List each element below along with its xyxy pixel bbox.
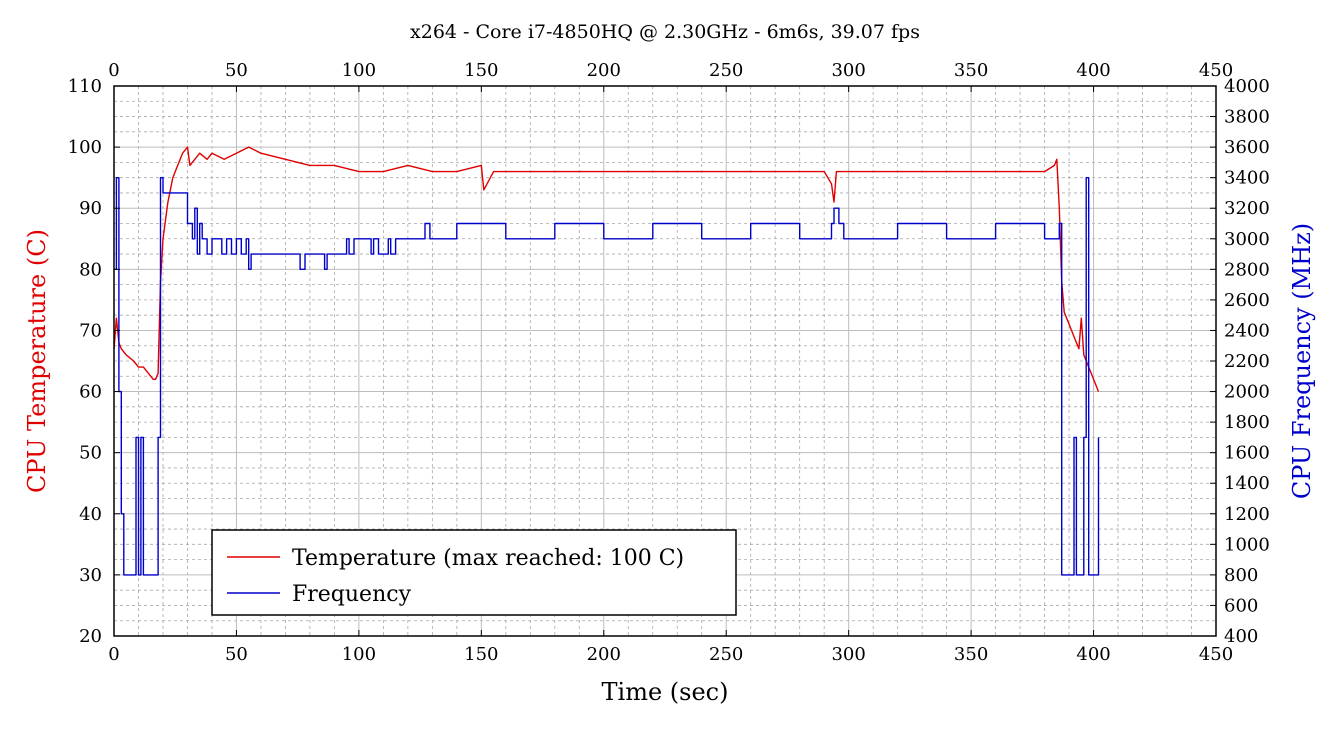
right-y-tick-label: 400 (1224, 626, 1258, 647)
left-y-tick-label: 20 (79, 626, 102, 647)
legend-label-temperature: Temperature (max reached: 100 C) (292, 546, 684, 571)
right-y-tick-label: 1400 (1224, 473, 1270, 494)
x-tick-label-bottom: 400 (1076, 644, 1110, 665)
right-y-tick-label: 1800 (1224, 412, 1270, 433)
right-y-tick-label: 600 (1224, 595, 1258, 616)
x-tick-label-top: 400 (1076, 60, 1110, 81)
right-y-tick-label: 1200 (1224, 504, 1270, 525)
x-tick-label-bottom: 150 (464, 644, 498, 665)
x-tick-label-top: 450 (1199, 60, 1233, 81)
right-y-tick-label: 2400 (1224, 320, 1270, 341)
right-y-tick-label: 1600 (1224, 443, 1270, 464)
x-tick-label-top: 100 (342, 60, 376, 81)
x-tick-label-top: 50 (225, 60, 248, 81)
x-tick-label-bottom: 300 (831, 644, 865, 665)
x-tick-label-top: 350 (954, 60, 988, 81)
right-y-tick-label: 2200 (1224, 351, 1270, 372)
legend-label-frequency: Frequency (292, 582, 412, 607)
right-y-tick-label: 4000 (1224, 76, 1270, 97)
x-tick-label-top: 200 (587, 60, 621, 81)
x-axis-title: Time (sec) (602, 678, 729, 706)
left-y-tick-label: 40 (79, 504, 102, 525)
right-y-tick-label: 3800 (1224, 107, 1270, 128)
legend-box (211, 529, 737, 616)
left-y-tick-label: 110 (68, 76, 102, 97)
left-y-tick-label: 30 (79, 565, 102, 586)
x-tick-label-bottom: 200 (587, 644, 621, 665)
right-y-tick-label: 2000 (1224, 382, 1270, 403)
right-y-tick-label: 3400 (1224, 168, 1270, 189)
left-y-tick-label: 100 (68, 137, 102, 158)
legend: Temperature (max reached: 100 C) Frequen… (211, 529, 737, 616)
right-y-tick-label: 3200 (1224, 198, 1270, 219)
temperature-series-line (113, 146, 1100, 392)
chart-title: x264 - Core i7-4850HQ @ 2.30GHz - 6m6s, … (410, 21, 920, 43)
x-tick-label-top: 250 (709, 60, 743, 81)
right-y-tick-label: 3000 (1224, 229, 1270, 250)
right-y-tick-label: 3600 (1224, 137, 1270, 158)
right-y-tick-label: 800 (1224, 565, 1258, 586)
left-y-tick-label: 60 (79, 382, 102, 403)
axes: 0 0 50 50 100 100 150 150 200 200 250 250 300 300 350 3… (68, 60, 1270, 665)
left-y-tick-label: 90 (79, 198, 102, 219)
x-tick-label-bottom: 350 (954, 644, 988, 665)
x-tick-label-bottom: 0 (108, 644, 119, 665)
right-y-tick-label: 2600 (1224, 290, 1270, 311)
x-tick-label-bottom: 50 (225, 644, 248, 665)
left-y-tick-label: 50 (79, 443, 102, 464)
left-y-axis-title: CPU Temperature (C) (23, 229, 51, 493)
series-layer (113, 146, 1100, 576)
right-y-tick-label: 2800 (1224, 259, 1270, 280)
x-tick-label-top: 0 (108, 60, 119, 81)
right-y-tick-label: 1000 (1224, 534, 1270, 555)
x-tick-label-bottom: 450 (1199, 644, 1233, 665)
x-tick-label-bottom: 100 (342, 644, 376, 665)
x-tick-label-bottom: 250 (709, 644, 743, 665)
x-tick-label-top: 150 (464, 60, 498, 81)
left-y-tick-label: 80 (79, 259, 102, 280)
right-y-axis-title: CPU Frequency (MHz) (1288, 223, 1316, 499)
frequency-series-line (114, 177, 1100, 576)
left-y-tick-label: 70 (79, 320, 102, 341)
x-tick-label-top: 300 (831, 60, 865, 81)
